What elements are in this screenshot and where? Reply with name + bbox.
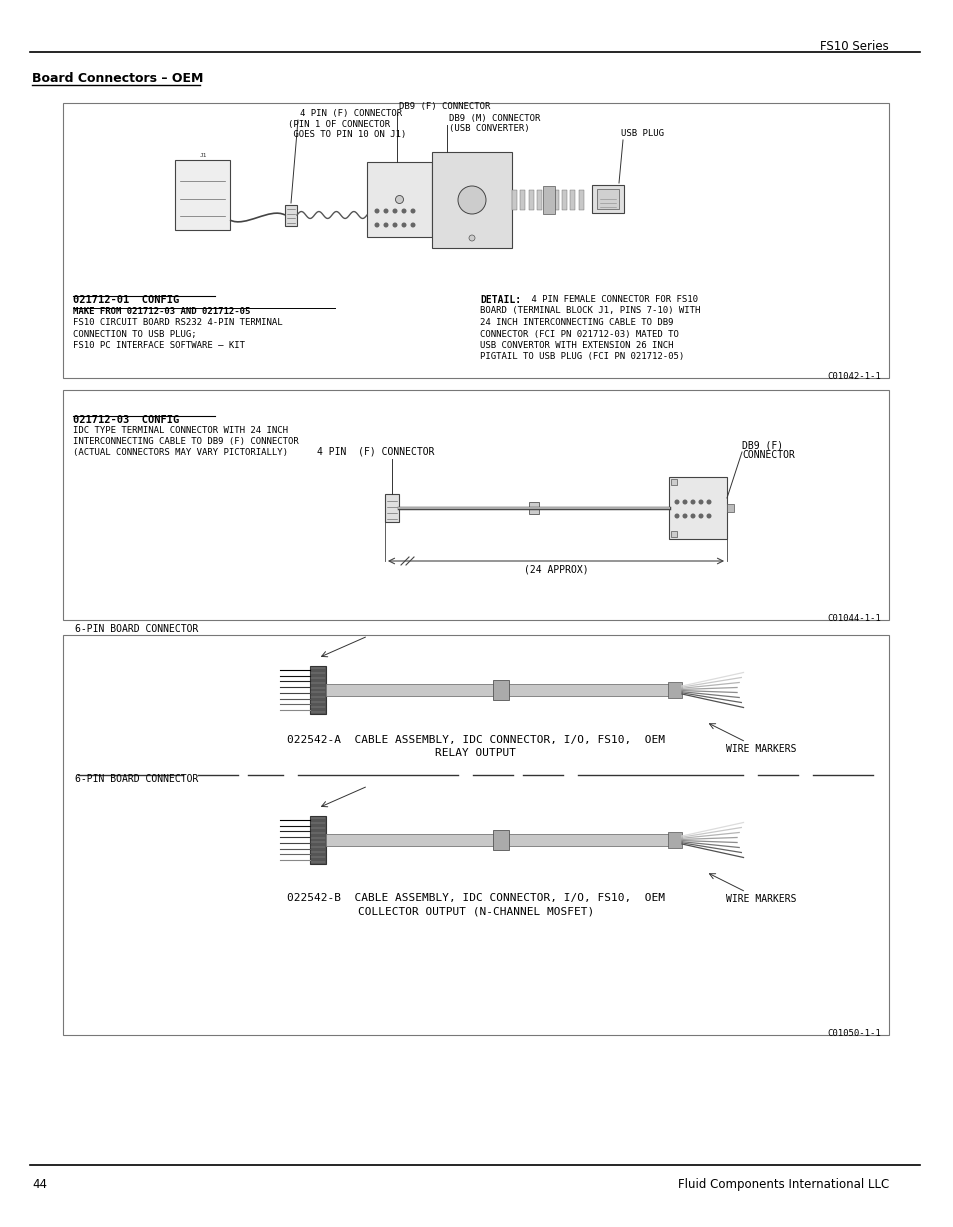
Text: 24 INCH INTERCONNECTING CABLE TO DB9: 24 INCH INTERCONNECTING CABLE TO DB9 [479,318,673,328]
Bar [385,494,398,521]
Bar [174,160,230,229]
Text: C01044-1-1: C01044-1-1 [826,614,880,623]
Bar [519,190,525,210]
Text: FS10 CIRCUIT BOARD RS232 4-PIN TERMINAL: FS10 CIRCUIT BOARD RS232 4-PIN TERMINAL [73,318,282,328]
Text: WIRE MARKERS: WIRE MARKERS [725,894,796,904]
Circle shape [691,514,694,518]
Text: 021712-01  CONFIG: 021712-01 CONFIG [73,294,179,306]
Text: CONNECTOR (FCI PN 021712-03) MATED TO: CONNECTOR (FCI PN 021712-03) MATED TO [479,330,679,339]
Circle shape [411,223,415,227]
Bar [726,504,733,512]
Circle shape [395,195,403,204]
Text: WIRE MARKERS: WIRE MARKERS [725,744,796,755]
Text: (ACTUAL CONNECTORS MAY VARY PICTORIALLY): (ACTUAL CONNECTORS MAY VARY PICTORIALLY) [73,448,288,456]
Text: (USB CONVERTER): (USB CONVERTER) [449,124,529,133]
Text: 6-PIN BOARD CONNECTOR: 6-PIN BOARD CONNECTOR [75,774,198,784]
Circle shape [375,209,378,212]
Bar [578,190,583,210]
Text: DB9 (F) CONNECTOR: DB9 (F) CONNECTOR [398,102,490,110]
Text: GOES TO PIN 10 ON J1): GOES TO PIN 10 ON J1) [288,130,406,139]
Text: 021712-03  CONFIG: 021712-03 CONFIG [73,415,179,425]
Bar [493,680,509,699]
Circle shape [675,501,679,504]
Text: RELAY OUTPUT: RELAY OUTPUT [435,748,516,758]
Text: USB PLUG: USB PLUG [620,129,663,137]
Circle shape [411,209,415,212]
Text: FS10 PC INTERFACE SOFTWARE – KIT: FS10 PC INTERFACE SOFTWARE – KIT [73,341,245,350]
Circle shape [457,187,485,213]
Bar [285,205,296,226]
Text: INTERCONNECTING CABLE TO DB9 (F) CONNECTOR: INTERCONNECTING CABLE TO DB9 (F) CONNECT… [73,437,298,445]
Circle shape [375,223,378,227]
Text: 4 PIN  (F) CONNECTOR: 4 PIN (F) CONNECTOR [316,447,434,456]
Circle shape [402,223,405,227]
Bar [537,190,541,210]
Bar [529,502,538,514]
Text: USB CONVERTOR WITH EXTENSION 26 INCH: USB CONVERTOR WITH EXTENSION 26 INCH [479,341,673,350]
Circle shape [675,514,679,518]
Bar [667,832,681,848]
Circle shape [691,501,694,504]
Text: (PIN 1 OF CONNECTOR: (PIN 1 OF CONNECTOR [288,120,390,129]
Text: CONNECTOR: CONNECTOR [741,450,794,460]
Text: PIGTAIL TO USB PLUG (FCI PN 021712-05): PIGTAIL TO USB PLUG (FCI PN 021712-05) [479,352,683,362]
Bar [528,190,533,210]
Bar [493,829,509,850]
Text: FS10 Series: FS10 Series [820,40,888,53]
Bar [667,682,681,698]
Text: DB9 (F): DB9 (F) [741,440,782,450]
Text: DB9 (M) CONNECTOR: DB9 (M) CONNECTOR [449,114,539,123]
Bar [597,189,618,209]
Text: J1: J1 [199,153,207,158]
Bar [545,190,550,210]
Text: (24 APPROX): (24 APPROX) [523,564,588,575]
Circle shape [699,501,702,504]
Circle shape [384,223,387,227]
Text: BOARD (TERMINAL BLOCK J1, PINS 7-10) WITH: BOARD (TERMINAL BLOCK J1, PINS 7-10) WIT… [479,307,700,315]
Bar [310,666,326,714]
Bar [561,190,566,210]
Text: Fluid Components International LLC: Fluid Components International LLC [677,1178,888,1191]
Bar [63,390,888,620]
Circle shape [469,236,475,240]
Circle shape [682,501,686,504]
Text: 4 PIN (F) CONNECTOR: 4 PIN (F) CONNECTOR [299,109,402,118]
Circle shape [384,209,387,212]
Bar [432,152,512,248]
Text: 6-PIN BOARD CONNECTOR: 6-PIN BOARD CONNECTOR [75,625,198,634]
Text: 44: 44 [32,1178,47,1191]
Bar [543,187,555,213]
Circle shape [393,209,396,212]
Bar [367,162,432,237]
Circle shape [682,514,686,518]
Text: COLLECTOR OUTPUT (N-CHANNEL MOSFET): COLLECTOR OUTPUT (N-CHANNEL MOSFET) [357,906,594,917]
Bar [570,190,575,210]
Circle shape [706,501,710,504]
Circle shape [393,223,396,227]
Text: MAKE FROM 021712-03 AND 021712-05: MAKE FROM 021712-03 AND 021712-05 [73,307,250,315]
Bar [63,103,888,378]
Bar [310,816,326,864]
Bar [670,479,677,485]
Bar [512,190,517,210]
Bar [592,185,623,213]
Text: Board Connectors – OEM: Board Connectors – OEM [32,72,203,85]
Text: 022542-B  CABLE ASSEMBLY, IDC CONNECTOR, I/O, FS10,  OEM: 022542-B CABLE ASSEMBLY, IDC CONNECTOR, … [287,893,664,903]
Bar [668,477,726,539]
Text: IDC TYPE TERMINAL CONNECTOR WITH 24 INCH: IDC TYPE TERMINAL CONNECTOR WITH 24 INCH [73,426,288,436]
Text: 022542-A  CABLE ASSEMBLY, IDC CONNECTOR, I/O, FS10,  OEM: 022542-A CABLE ASSEMBLY, IDC CONNECTOR, … [287,735,664,745]
Text: C01050-1-1: C01050-1-1 [826,1029,880,1038]
Bar [670,531,677,537]
Circle shape [402,209,405,212]
Text: 4 PIN FEMALE CONNECTOR FOR FS10: 4 PIN FEMALE CONNECTOR FOR FS10 [525,294,698,304]
Text: C01042-1-1: C01042-1-1 [826,372,880,382]
Bar [553,190,558,210]
Text: DETAIL:: DETAIL: [479,294,520,306]
Bar [326,683,676,696]
Bar [63,636,888,1036]
Text: CONNECTION TO USB PLUG;: CONNECTION TO USB PLUG; [73,330,196,339]
Bar [326,834,676,845]
Circle shape [699,514,702,518]
Circle shape [706,514,710,518]
